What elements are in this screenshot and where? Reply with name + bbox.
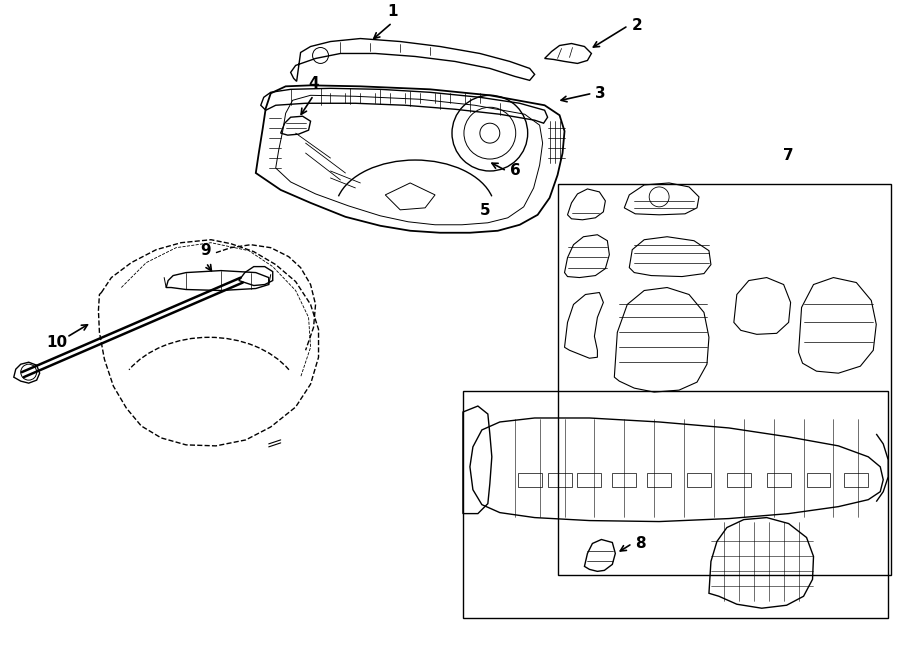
Bar <box>806 473 831 486</box>
Text: 2: 2 <box>631 18 642 33</box>
Bar <box>612 473 636 486</box>
Text: 4: 4 <box>308 76 319 91</box>
Bar <box>767 473 790 486</box>
Text: 8: 8 <box>635 536 646 551</box>
Bar <box>647 473 671 486</box>
Text: 10: 10 <box>46 335 68 350</box>
Text: 5: 5 <box>480 203 491 218</box>
Bar <box>687 473 711 486</box>
Text: 9: 9 <box>201 243 212 258</box>
Text: 3: 3 <box>596 86 606 101</box>
Bar <box>547 473 572 486</box>
Bar <box>463 391 888 618</box>
Text: 1: 1 <box>387 3 398 19</box>
Bar <box>727 473 751 486</box>
Bar <box>558 184 891 575</box>
Text: 6: 6 <box>509 163 520 178</box>
Text: 7: 7 <box>783 148 794 163</box>
Bar <box>518 473 542 486</box>
Bar <box>844 473 868 486</box>
Bar <box>578 473 601 486</box>
